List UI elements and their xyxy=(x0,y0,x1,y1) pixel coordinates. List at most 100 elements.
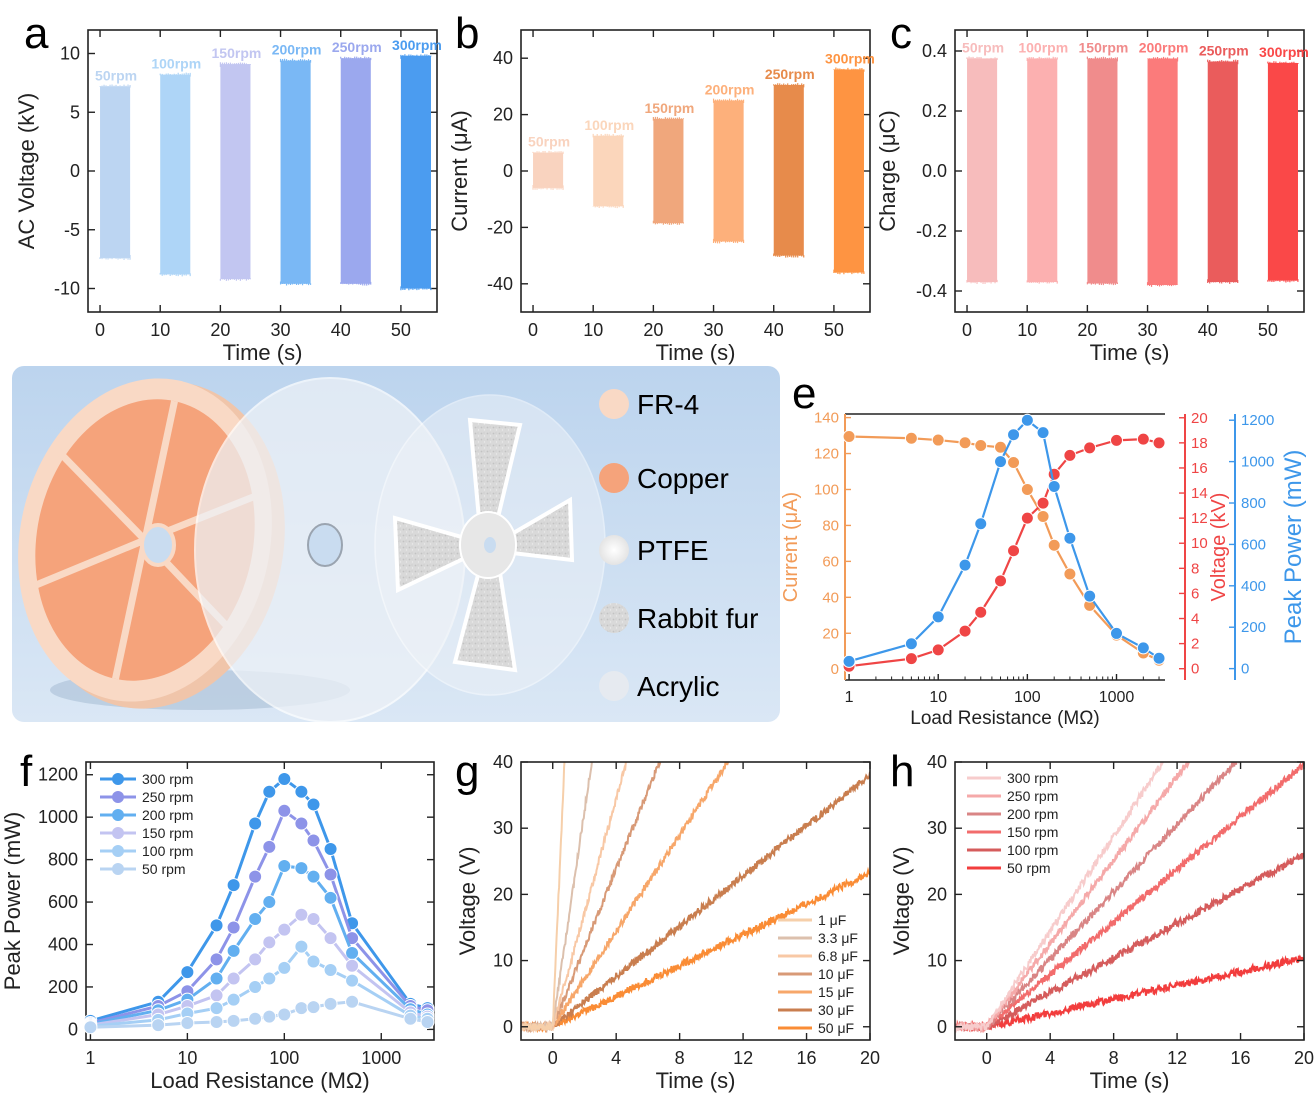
panel-letter-g: g xyxy=(455,747,479,796)
data-point-f-3 xyxy=(277,922,292,937)
data-point-f-5 xyxy=(180,1016,195,1031)
data-point-e-1 xyxy=(1063,448,1077,462)
x-tick-label-b: 10 xyxy=(583,320,603,340)
x-tick-label-f: 1000 xyxy=(361,1048,401,1068)
signal-block-5 xyxy=(773,84,804,256)
y-tick-label-e: 0 xyxy=(1241,661,1249,678)
x-tick-label-g: 4 xyxy=(611,1048,621,1068)
y-tick-label-h: 20 xyxy=(927,884,947,904)
data-point-f-5 xyxy=(248,1011,263,1026)
plot-frame-f xyxy=(85,761,435,1041)
y-tick-label-e: 1000 xyxy=(1241,454,1274,471)
data-point-f-4 xyxy=(248,979,263,994)
plot-area-h xyxy=(955,762,1304,1034)
data-point-f-4 xyxy=(277,960,292,975)
data-point-f-2 xyxy=(248,912,263,927)
data-point-f-4 xyxy=(323,962,338,977)
data-point-f-5 xyxy=(151,1018,166,1033)
signal-block-1 xyxy=(533,152,564,188)
y-tick-label-g: 30 xyxy=(493,818,513,838)
signal-edge-5 xyxy=(773,83,805,258)
data-point-f-5 xyxy=(294,1001,309,1016)
x-tick-label-a: 20 xyxy=(210,320,230,340)
data-point-f-0 xyxy=(209,918,224,933)
x-axis-label-g: Time (s) xyxy=(656,1068,736,1093)
series-line-h-3 xyxy=(955,762,1240,1033)
x-tick-label-c: 20 xyxy=(1077,320,1097,340)
y-axis-label-a: AC Voltage (kV) xyxy=(14,93,39,250)
signal-block-2 xyxy=(1027,58,1058,282)
y-tick-label-e: 0 xyxy=(831,661,839,678)
signal-block-3 xyxy=(1087,58,1118,284)
y-tick-label-g: 40 xyxy=(493,752,513,772)
y-tick-label-a: 5 xyxy=(70,102,80,122)
signal-block-2 xyxy=(593,135,624,207)
data-point-e-2 xyxy=(1047,479,1061,493)
signal-edge-5 xyxy=(340,56,372,286)
panel-letter-a: a xyxy=(24,9,49,58)
block-label-4: 200rpm xyxy=(272,42,322,58)
x-tick-label-a: 10 xyxy=(150,320,170,340)
y-tick-label-e: 2 xyxy=(1191,636,1199,653)
data-point-f-5 xyxy=(323,996,338,1011)
data-point-f-3 xyxy=(323,931,338,946)
y-tick-label-e: 20 xyxy=(1191,410,1208,427)
y-tick-label-c: 0.4 xyxy=(922,41,947,61)
fur-swatch xyxy=(599,603,629,633)
x-tick-label-b: 50 xyxy=(824,320,844,340)
data-point-f-3 xyxy=(209,988,224,1003)
legend-label-copper: Copper xyxy=(637,463,729,494)
data-point-f-0 xyxy=(226,878,241,893)
series-line-g-0 xyxy=(521,866,870,1034)
x-axis-label-c: Time (s) xyxy=(1090,340,1170,365)
data-point-e-1 xyxy=(974,605,988,619)
x-tick-label-f: 10 xyxy=(177,1048,197,1068)
signal-edge-1 xyxy=(532,150,564,190)
block-label-5: 250rpm xyxy=(765,66,815,82)
legend-label-f-3: 150 rpm xyxy=(142,825,193,841)
x-tick-label-c: 50 xyxy=(1258,320,1278,340)
series-line-h-0 xyxy=(955,954,1304,1033)
signal-edge-2 xyxy=(592,133,624,209)
data-point-e-0 xyxy=(958,436,972,450)
data-point-e-1 xyxy=(1083,441,1097,455)
signal-block-5 xyxy=(1207,61,1238,282)
series-line-h-5 xyxy=(955,762,1164,1033)
data-point-f-4 xyxy=(345,973,360,988)
signal-edge-4 xyxy=(279,58,312,286)
legend-marker-f-4 xyxy=(112,845,124,857)
data-point-e-0 xyxy=(1020,482,1034,496)
legend-label-f-2: 200 rpm xyxy=(142,807,193,823)
data-point-f-3 xyxy=(226,971,241,986)
data-point-e-1 xyxy=(1152,436,1166,450)
data-point-f-3 xyxy=(306,912,321,927)
legend-label-h-3: 150 rpm xyxy=(1007,824,1058,840)
y-axis-label-b: Current (μA) xyxy=(447,110,472,231)
y-tick-label-g: 10 xyxy=(493,951,513,971)
y-tick-label-e: 20 xyxy=(822,625,839,642)
signal-block-6 xyxy=(1267,63,1298,281)
signal-edge-1 xyxy=(966,56,998,284)
data-point-e-0 xyxy=(931,433,945,447)
data-point-f-2 xyxy=(294,861,309,876)
fr4-swatch xyxy=(599,389,629,419)
y-tick-label-e: 1200 xyxy=(1241,412,1274,429)
y-tick-label-h: 10 xyxy=(927,951,947,971)
data-point-f-1 xyxy=(294,816,309,831)
legend-label-fr4: FR-4 xyxy=(637,389,699,420)
block-label-2: 100rpm xyxy=(151,56,201,72)
x-tick-label-h: 8 xyxy=(1109,1048,1119,1068)
data-point-f-0 xyxy=(180,965,195,980)
x-tick-label-g: 12 xyxy=(733,1048,753,1068)
signal-edge-2 xyxy=(1026,56,1058,284)
data-point-e-2 xyxy=(931,610,945,624)
data-point-e-0 xyxy=(842,429,856,443)
data-point-e-1 xyxy=(931,643,945,657)
data-point-e-2 xyxy=(994,455,1008,469)
block-label-6: 300rpm xyxy=(1259,44,1309,60)
legend-label-f-5: 50 rpm xyxy=(142,861,186,877)
data-point-e-1 xyxy=(904,652,918,666)
y-tick-label-a: -5 xyxy=(64,220,80,240)
signal-block-1 xyxy=(100,86,131,258)
